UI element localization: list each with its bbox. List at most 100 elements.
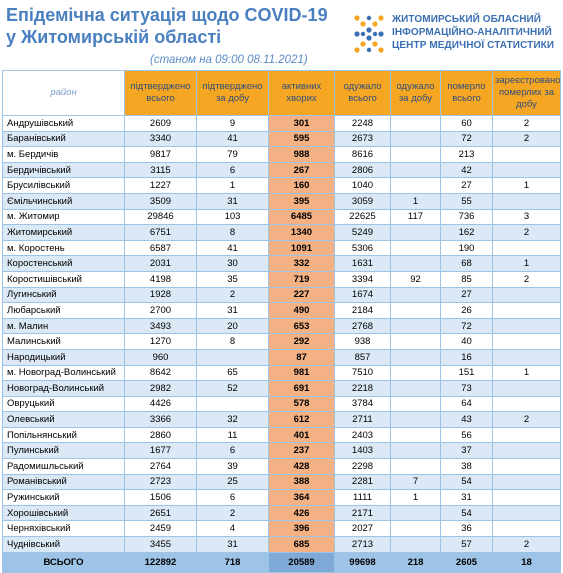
- confirmed-total-cell: 3340: [124, 130, 197, 148]
- confirmed-day-cell: [196, 348, 269, 366]
- confirmed-total-cell: 1506: [124, 489, 197, 506]
- deaths-day-cell: [492, 239, 561, 257]
- table-total-row: ВСЬОГО 122892 718 20589 99698 218 2605 18: [2, 551, 561, 573]
- district-name-cell: Коростишівський: [2, 270, 125, 288]
- title-line-1: Епідемічна ситуація щодо COVID-19: [6, 5, 328, 25]
- recovered-day-cell: [390, 380, 441, 397]
- district-name-cell: Олевський: [2, 411, 125, 428]
- deaths-total-cell: 68: [440, 255, 493, 272]
- confirmed-day-cell: 103: [196, 208, 269, 226]
- recovered-day-cell: [390, 161, 441, 179]
- deaths-day-cell: [492, 380, 561, 397]
- table-row: Баранівський 3340 41 595 2673 72 2: [2, 130, 561, 148]
- confirmed-day-cell: 6: [196, 161, 269, 179]
- deaths-total-cell: 27: [440, 286, 493, 304]
- deaths-day-cell: [492, 161, 561, 179]
- recovered-day-cell: [390, 536, 441, 553]
- confirmed-total-cell: 2860: [124, 426, 197, 444]
- district-name-cell: Бердичівський: [2, 161, 125, 179]
- deaths-total-cell: 72: [440, 130, 493, 148]
- deaths-total-cell: 55: [440, 192, 493, 210]
- table-row: Радомишльський 2764 39 428 2298 38: [2, 458, 561, 475]
- district-name-cell: Малинський: [2, 333, 125, 350]
- recovered-day-cell: [390, 146, 441, 163]
- deaths-day-cell: [492, 286, 561, 304]
- table-row: Лугинський 1928 2 227 1674 27: [2, 286, 561, 304]
- confirmed-day-cell: 1: [196, 177, 269, 194]
- district-name-cell: Народицький: [2, 348, 125, 366]
- confirmed-day-cell: 31: [196, 302, 269, 319]
- deaths-day-cell: [492, 192, 561, 210]
- deaths-day-cell: [492, 489, 561, 506]
- deaths-total-cell: 36: [440, 520, 493, 538]
- confirmed-day-cell: 4: [196, 520, 269, 538]
- active-cases-cell: 653: [268, 317, 335, 335]
- confirmed-total-cell: 2031: [124, 255, 197, 272]
- deaths-total-cell: 151: [440, 364, 493, 382]
- active-cases-cell: 578: [268, 395, 335, 413]
- recovered-day-cell: [390, 255, 441, 272]
- confirmed-day-cell: 2: [196, 504, 269, 522]
- table-row: Брусилівський 1227 1 160 1040 27 1: [2, 177, 561, 194]
- confirmed-total-cell: 6751: [124, 224, 197, 241]
- active-cases-cell: 595: [268, 130, 335, 148]
- medical-statistics-logo-icon: [354, 15, 384, 53]
- total-recovered-total-cell: 99698: [334, 551, 391, 573]
- confirmed-total-cell: 6587: [124, 239, 197, 257]
- confirmed-total-cell: 2700: [124, 302, 197, 319]
- deaths-total-cell: 38: [440, 458, 493, 475]
- active-cases-cell: 426: [268, 504, 335, 522]
- table-row: Коростенський 2031 30 332 1631 68 1: [2, 255, 561, 272]
- table-row: Житомирський 6751 8 1340 5249 162 2: [2, 224, 561, 241]
- org-line-2: ІНФОРМАЦІЙНО-АНАЛІТИЧНИЙ: [392, 27, 552, 38]
- recovered-total-cell: 22625: [334, 208, 391, 226]
- recovered-total-cell: 2027: [334, 520, 391, 538]
- table-row: Новоград-Волинський 2982 52 691 2218 73: [2, 380, 561, 397]
- deaths-total-cell: 60: [440, 115, 493, 132]
- confirmed-day-cell: 31: [196, 536, 269, 553]
- page-title: Епідемічна ситуація щодо COVID-19 у Жито…: [6, 4, 346, 48]
- confirmed-total-cell: 2651: [124, 504, 197, 522]
- table-row: Любарський 2700 31 490 2184 26: [2, 302, 561, 319]
- table-row: Попільнянський 2860 11 401 2403 56: [2, 426, 561, 444]
- confirmed-day-cell: 41: [196, 130, 269, 148]
- total-confirmed-day-cell: 718: [196, 551, 269, 573]
- recovered-total-cell: 2218: [334, 380, 391, 397]
- deaths-total-cell: 54: [440, 504, 493, 522]
- column-header-recovered-total: одужало всього: [334, 70, 391, 116]
- recovered-day-cell: [390, 286, 441, 304]
- confirmed-day-cell: [196, 395, 269, 413]
- district-name-cell: м. Бердичів: [2, 146, 125, 163]
- district-name-cell: Попільнянський: [2, 426, 125, 444]
- recovered-total-cell: 2403: [334, 426, 391, 444]
- district-name-cell: Любарський: [2, 302, 125, 319]
- deaths-day-cell: 1: [492, 177, 561, 194]
- recovered-total-cell: 2673: [334, 130, 391, 148]
- deaths-total-cell: 42: [440, 161, 493, 179]
- deaths-day-cell: [492, 442, 561, 460]
- deaths-day-cell: 2: [492, 115, 561, 132]
- recovered-total-cell: 857: [334, 348, 391, 366]
- district-name-cell: Пулинський: [2, 442, 125, 460]
- table-row: Коростишівський 4198 35 719 3394 92 85 2: [2, 270, 561, 288]
- confirmed-day-cell: 32: [196, 411, 269, 428]
- confirmed-day-cell: 8: [196, 224, 269, 241]
- total-active-cases-cell: 20589: [268, 551, 335, 573]
- district-name-cell: м. Малин: [2, 317, 125, 335]
- column-header-active: активних хворих: [268, 70, 335, 116]
- confirmed-total-cell: 1227: [124, 177, 197, 194]
- active-cases-cell: 490: [268, 302, 335, 319]
- table-row: Чуднівський 3455 31 685 2713 57 2: [2, 536, 561, 553]
- district-name-cell: Чуднівський: [2, 536, 125, 553]
- deaths-day-cell: [492, 348, 561, 366]
- deaths-day-cell: [492, 302, 561, 319]
- confirmed-total-cell: 2723: [124, 473, 197, 491]
- deaths-total-cell: 64: [440, 395, 493, 413]
- recovered-day-cell: 1: [390, 192, 441, 210]
- deaths-total-cell: 162: [440, 224, 493, 241]
- active-cases-cell: 301: [268, 115, 335, 132]
- active-cases-cell: 396: [268, 520, 335, 538]
- confirmed-total-cell: 3509: [124, 192, 197, 210]
- table-row: Андрушівський 2609 9 301 2248 60 2: [2, 115, 561, 132]
- active-cases-cell: 332: [268, 255, 335, 272]
